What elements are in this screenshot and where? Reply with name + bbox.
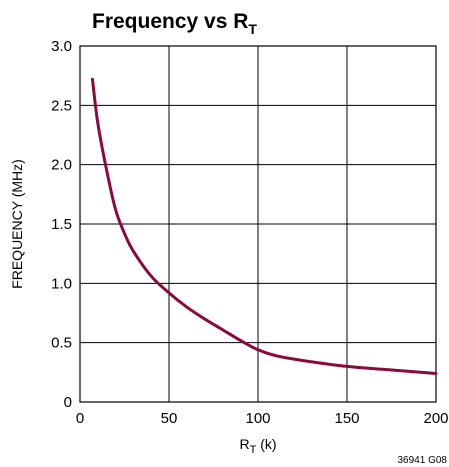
x-axis-label-subscript: T [250,444,257,456]
y-tick-label: 3.0 [51,38,72,55]
x-axis-label: RT (k) [239,436,276,456]
y-tick-labels: 0 0.5 1.0 1.5 2.0 2.5 3.0 [51,38,72,411]
x-axis-label-main: R [239,436,249,452]
x-tick-label: 100 [245,410,270,427]
x-tick-label: 50 [161,410,178,427]
y-tick-label: 0.5 [51,335,72,352]
figure-code: 36941 G08 [398,455,448,466]
chart-title-subscript: T [248,21,257,37]
y-tick-label: 0 [64,394,72,411]
chart-title: Frequency vs RT [92,10,257,37]
series-line [90,77,438,376]
y-tick-label: 1.5 [51,216,72,233]
x-axis-label-unit: (k) [256,436,276,452]
y-tick-label: 2.0 [51,157,72,174]
y-axis-label: FREQUENCY (MHz) [9,159,25,289]
series-group [90,77,438,376]
x-tick-label: 150 [334,410,359,427]
x-tick-labels: 0 50 100 150 200 [76,410,449,427]
chart-title-main: Frequency vs R [92,10,248,33]
y-tick-label: 1.0 [51,275,72,292]
y-tick-label: 2.5 [51,97,72,114]
x-tick-label: 0 [76,410,84,427]
x-tick-label: 200 [423,410,448,427]
plot-frame [79,45,437,403]
